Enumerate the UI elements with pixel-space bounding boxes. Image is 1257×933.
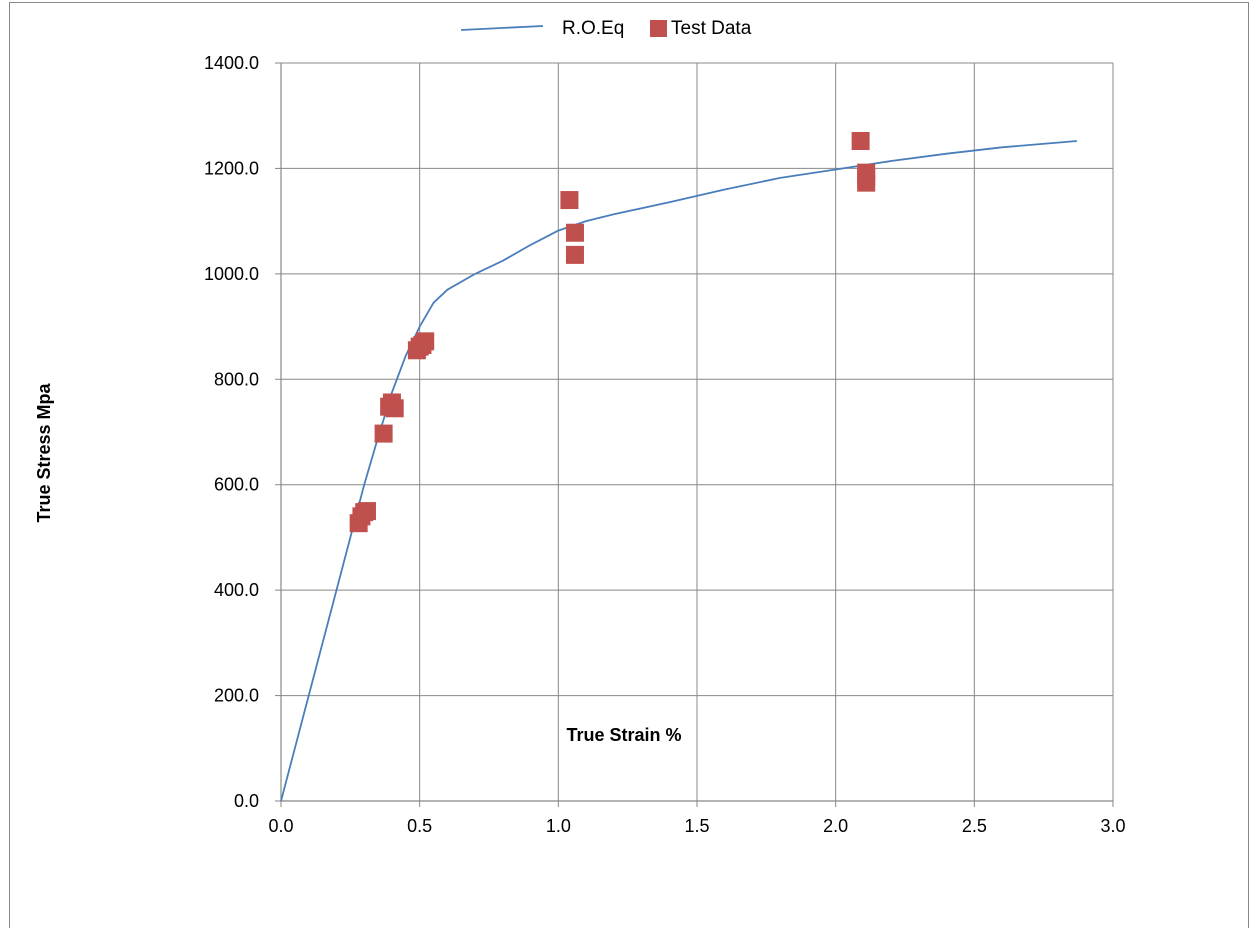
y-tick-label: 1000.0: [204, 264, 259, 284]
chart-border: [9, 2, 1249, 933]
legend-label-test-data: Test Data: [671, 18, 752, 39]
data-point-test: [357, 502, 376, 521]
legend-label-ro-eq: R.O.Eq: [562, 18, 624, 39]
y-tick-label: 1400.0: [204, 53, 259, 73]
data-point-test: [857, 173, 876, 192]
x-tick-label: 1.5: [684, 816, 709, 836]
x-tick-label: 1.0: [546, 816, 571, 836]
y-tick-label: 1200.0: [204, 158, 259, 178]
data-point-test: [416, 332, 435, 351]
y-tick-label: 200.0: [214, 686, 259, 706]
data-point-test: [565, 245, 584, 264]
data-point-test: [374, 424, 393, 443]
y-tick-label: 0.0: [234, 791, 259, 811]
data-point-test: [385, 399, 404, 418]
legend: R.O.Eq Test Data: [460, 18, 752, 39]
axes: 0.0 0.5 1.0 1.5 2.0 2.5 3.0 0.0 200.0 400.0 600.0 8…: [204, 53, 1126, 836]
x-tick-label: 0.0: [268, 816, 293, 836]
data-series: [280, 132, 1077, 802]
x-tick-label: 3.0: [1100, 816, 1125, 836]
y-tick-label: 400.0: [214, 580, 259, 600]
series-line-ro-eq: [280, 140, 1077, 802]
data-point-test: [565, 223, 584, 242]
legend-square-swatch: [650, 20, 667, 37]
y-tick-label: 800.0: [214, 369, 259, 389]
data-point-test: [560, 191, 579, 210]
x-tick-label: 2.0: [823, 816, 848, 836]
x-tick-label: 0.5: [407, 816, 432, 836]
y-tick-label: 600.0: [214, 475, 259, 495]
x-tick-label: 2.5: [962, 816, 987, 836]
legend-line-swatch: [460, 25, 544, 31]
y-axis-title: True Stress Mpa: [34, 382, 54, 522]
data-point-test: [851, 132, 870, 151]
x-axis-title: True Strain %: [566, 725, 681, 745]
